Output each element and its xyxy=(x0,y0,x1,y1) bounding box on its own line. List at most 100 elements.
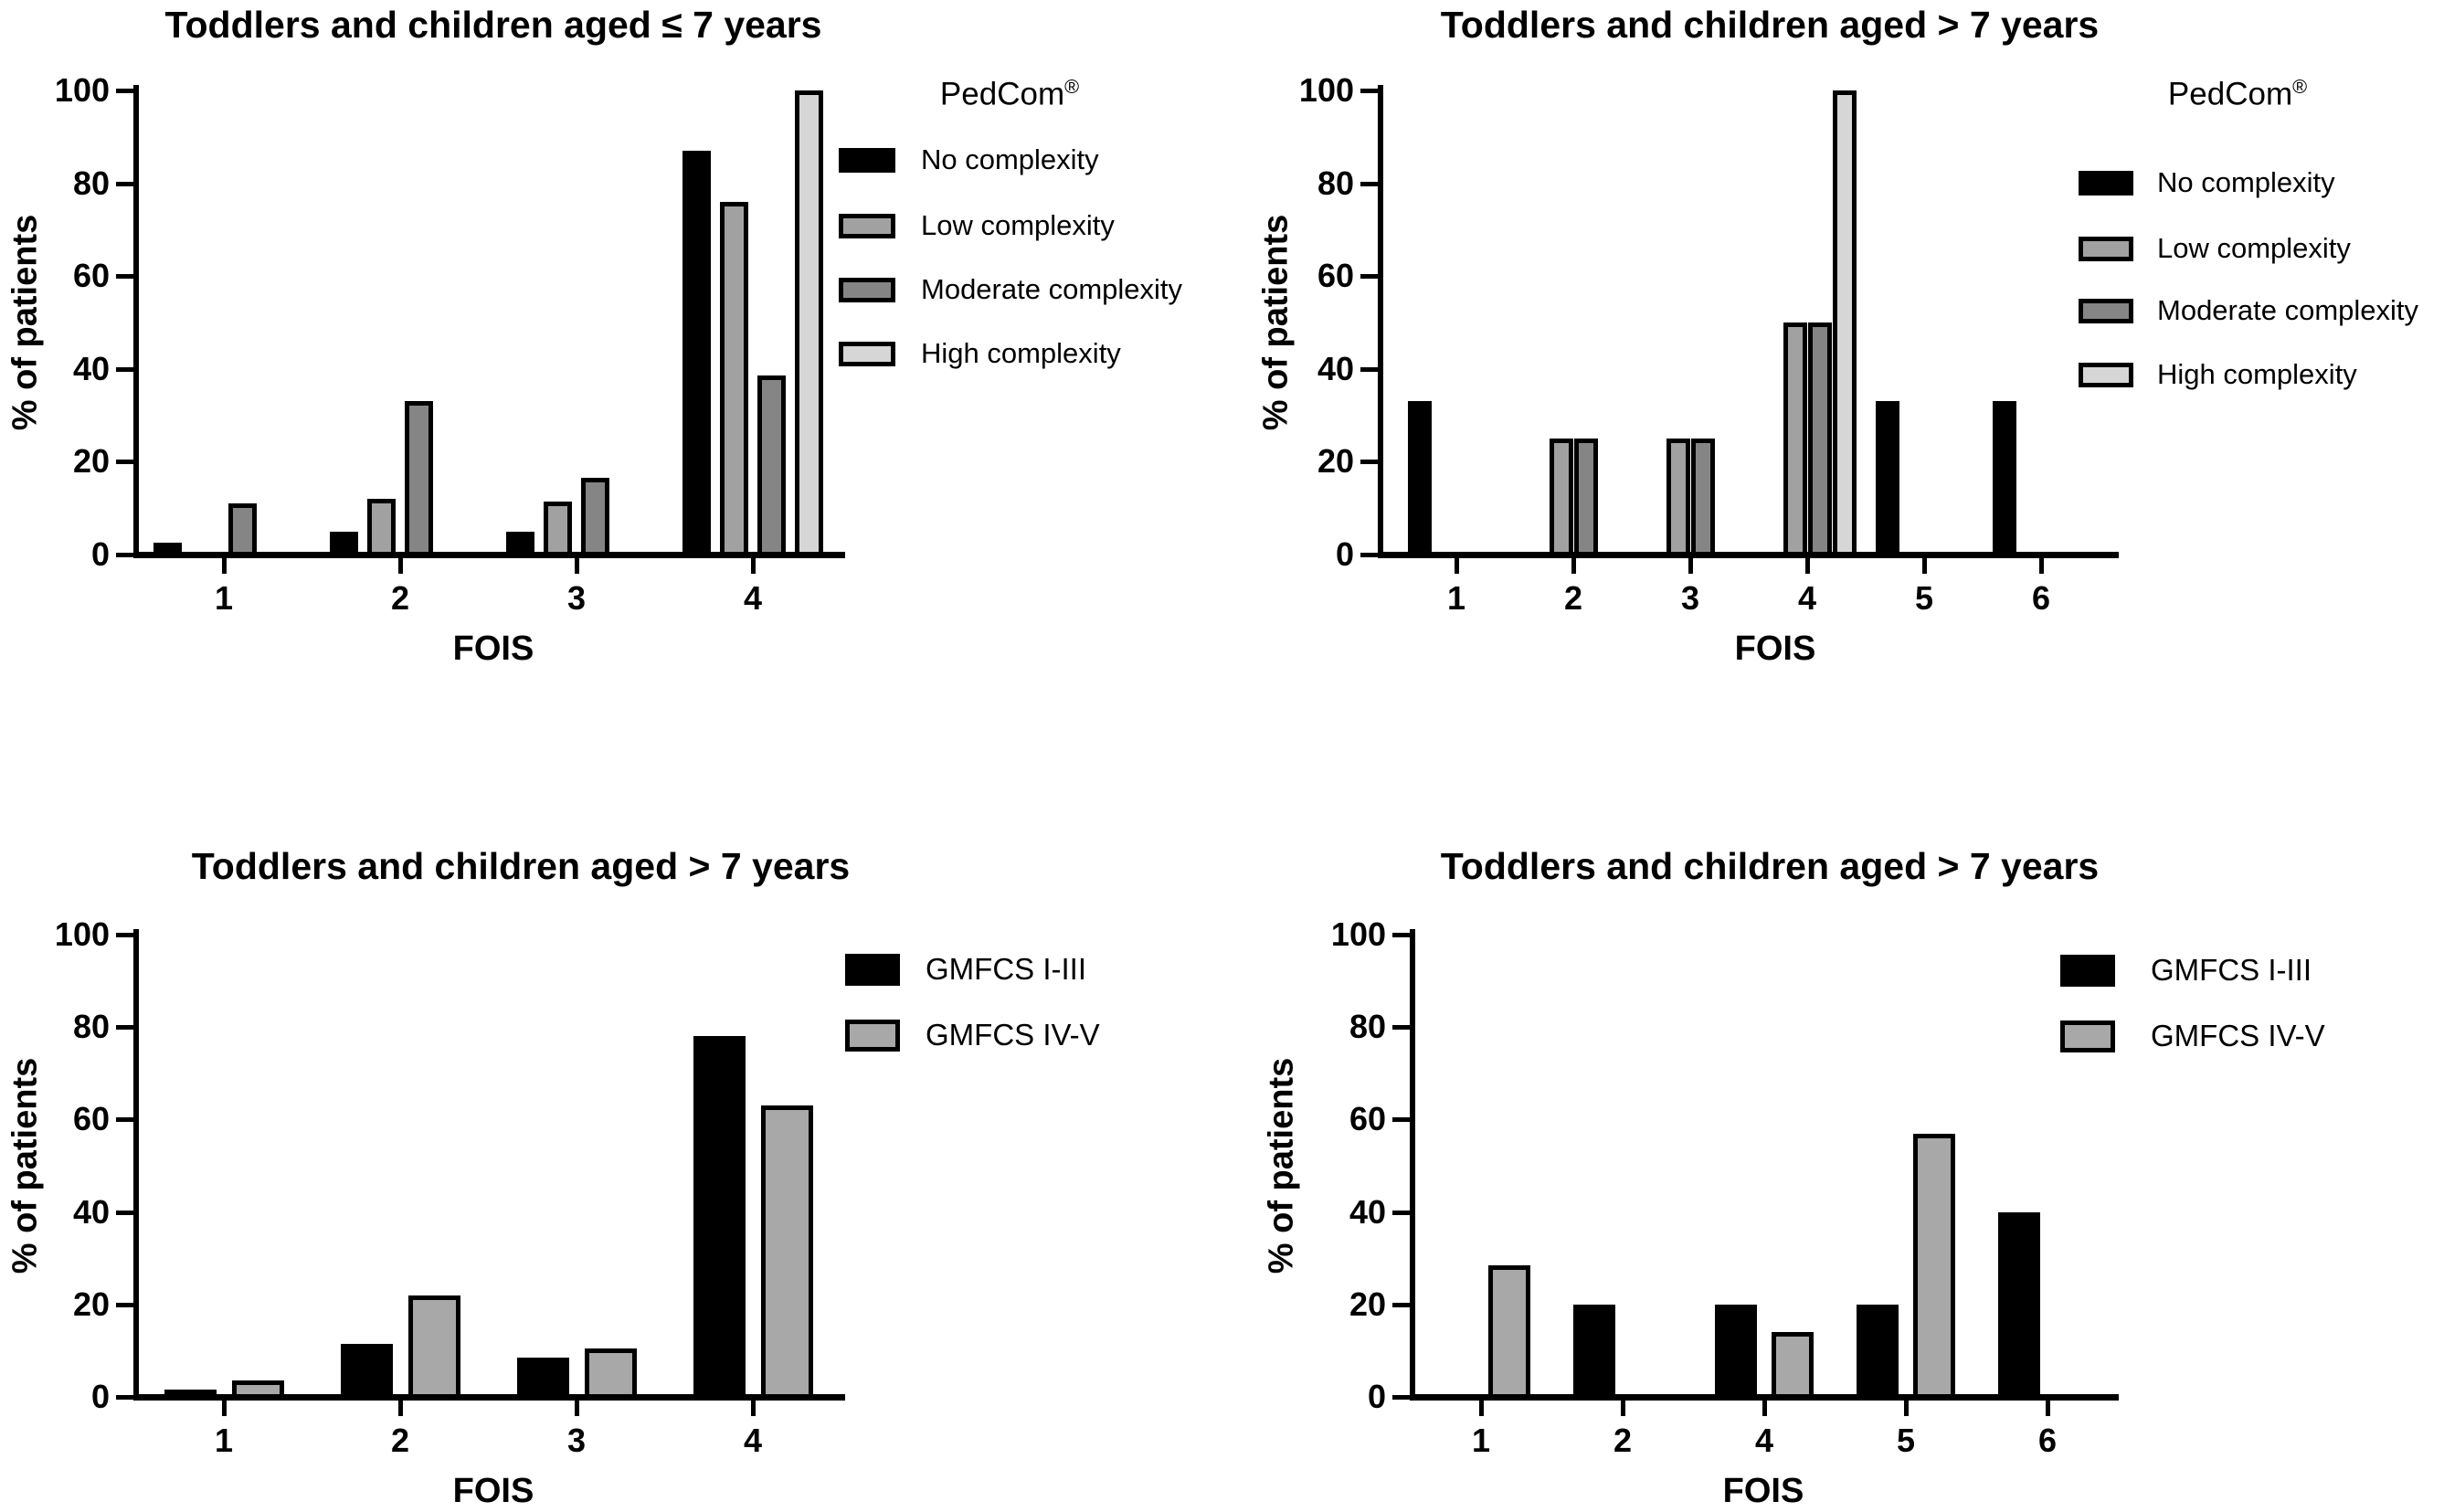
y-tick-label: 0 xyxy=(90,1378,110,1415)
y-tick-label: 0 xyxy=(1367,1378,1386,1415)
y-tick-mark xyxy=(116,182,133,186)
legend-swatch-low-complexity xyxy=(839,214,895,238)
bar-gmfcs-iv-v-fois-1 xyxy=(1488,1265,1530,1400)
legend-swatch-high-complexity xyxy=(839,342,895,366)
x-tick-label: 2 xyxy=(390,579,410,617)
y-tick-mark xyxy=(116,1025,133,1030)
bar-low-complexity-fois-4 xyxy=(1783,322,1807,557)
y-tick-mark xyxy=(116,1211,133,1215)
bar-gmfcs-iv-v-fois-5 xyxy=(1913,1134,1955,1400)
y-tick-mark xyxy=(1392,1303,1410,1307)
x-tick-mark xyxy=(1479,1401,1484,1416)
x-tick-label: 4 xyxy=(743,1422,763,1459)
x-tick-mark xyxy=(398,1401,403,1416)
x-axis-title: FOIS xyxy=(1734,629,1816,668)
y-tick-label: 40 xyxy=(72,1193,110,1231)
y-tick-label: 80 xyxy=(1317,164,1354,202)
legend-swatch-no-complexity xyxy=(2079,171,2133,196)
y-tick-label: 60 xyxy=(1349,1100,1386,1137)
y-tick-label: 80 xyxy=(72,1008,110,1045)
y-axis-title: % of patients xyxy=(5,1057,45,1274)
y-tick-mark xyxy=(1360,89,1378,93)
legend-label-moderate-complexity: Moderate complexity xyxy=(921,273,1183,305)
x-tick-label: 3 xyxy=(1680,579,1700,617)
legend-label-low-complexity: Low complexity xyxy=(921,209,1115,241)
bar-no-complexity-fois-6 xyxy=(1993,401,2016,557)
legend-swatch-gmfcs-iv-v xyxy=(845,1020,900,1052)
x-tick-label: 1 xyxy=(1446,579,1466,617)
y-tick-mark xyxy=(1392,1117,1410,1122)
x-tick-label: 6 xyxy=(2031,579,2051,617)
legend-swatch-high-complexity xyxy=(2079,363,2133,387)
y-tick-label: 60 xyxy=(72,257,110,294)
y-tick-mark xyxy=(116,1303,133,1307)
y-tick-label: 80 xyxy=(1349,1008,1386,1045)
x-tick-label: 4 xyxy=(1797,579,1817,617)
x-tick-label: 4 xyxy=(743,579,763,617)
x-tick-label: 5 xyxy=(1896,1422,1916,1459)
y-tick-mark xyxy=(116,553,133,557)
y-tick-mark xyxy=(116,1117,133,1122)
legend-title-text: PedCom xyxy=(2167,76,2293,112)
x-tick-label: 2 xyxy=(1613,1422,1633,1459)
legend-label-high-complexity: High complexity xyxy=(921,337,1121,369)
x-axis-title: FOIS xyxy=(452,629,534,668)
y-tick-mark xyxy=(1392,1211,1410,1215)
x-tick-mark xyxy=(1621,1401,1625,1416)
y-tick-mark xyxy=(1360,367,1378,372)
legend-label-no-complexity: No complexity xyxy=(2157,166,2335,198)
legend-label-gmfcs-iv-v: GMFCS IV-V xyxy=(926,1018,1100,1052)
chart-title: Toddlers and children aged ≤ 7 years xyxy=(164,4,822,46)
y-tick-label: 20 xyxy=(1317,442,1354,480)
x-axis-line xyxy=(1378,552,2119,558)
bar-no-complexity-fois-4 xyxy=(682,151,711,557)
bar-low-complexity-fois-2 xyxy=(367,499,396,557)
registered-trademark-icon: ® xyxy=(1064,75,1080,98)
x-tick-label: 2 xyxy=(1563,579,1583,617)
legend-swatch-gmfcs-i-iii xyxy=(2060,955,2115,987)
y-axis-line xyxy=(133,929,139,1401)
legend-swatch-low-complexity xyxy=(2079,237,2133,261)
x-tick-label: 3 xyxy=(566,1422,587,1459)
y-tick-mark xyxy=(1392,1025,1410,1030)
y-axis-line xyxy=(1378,85,1383,558)
legend-label-gmfcs-i-iii: GMFCS I-III xyxy=(2151,953,2312,987)
x-axis-line xyxy=(133,1394,845,1401)
x-tick-mark xyxy=(222,558,227,574)
y-tick-label: 20 xyxy=(72,442,110,480)
x-tick-label: 1 xyxy=(214,579,234,617)
chart-panel-top-left: Toddlers and children aged ≤ 7 years % of… xyxy=(0,0,1222,756)
x-tick-label: 1 xyxy=(214,1422,234,1459)
bar-gmfcs-iv-v-fois-3 xyxy=(585,1348,637,1400)
x-tick-label: 2 xyxy=(390,1422,410,1459)
y-tick-mark xyxy=(1360,553,1378,557)
y-tick-mark xyxy=(1360,274,1378,279)
bar-moderate-complexity-fois-4 xyxy=(757,375,786,557)
y-tick-label: 40 xyxy=(1317,350,1354,387)
chart-panel-top-right: Toddlers and children aged > 7 years % of… xyxy=(1222,0,2444,756)
x-tick-mark xyxy=(222,1401,227,1416)
bar-moderate-complexity-fois-2 xyxy=(1574,439,1598,557)
x-tick-mark xyxy=(1904,1401,1909,1416)
bar-high-complexity-fois-4 xyxy=(1833,90,1857,557)
legend-label-low-complexity: Low complexity xyxy=(2157,232,2351,264)
x-axis-line xyxy=(1410,1394,2119,1401)
y-tick-mark xyxy=(1360,460,1378,464)
bar-moderate-complexity-fois-1 xyxy=(228,503,257,557)
legend-swatch-moderate-complexity xyxy=(839,278,895,302)
bar-gmfcs-i-iii-fois-5 xyxy=(1857,1305,1899,1400)
legend-title: PedCom® xyxy=(2168,75,2307,113)
bar-gmfcs-iv-v-fois-4 xyxy=(1772,1332,1814,1400)
bar-gmfcs-i-iii-fois-2 xyxy=(1573,1305,1615,1400)
bar-moderate-complexity-fois-3 xyxy=(581,478,609,557)
x-tick-mark xyxy=(2039,558,2044,574)
chart-title: Toddlers and children aged > 7 years xyxy=(1440,4,2100,46)
bar-high-complexity-fois-4 xyxy=(795,90,823,557)
x-tick-mark xyxy=(2046,1401,2050,1416)
x-tick-mark xyxy=(398,558,403,574)
y-axis-title: % of patients xyxy=(1262,1057,1301,1274)
legend-swatch-no-complexity xyxy=(839,148,895,173)
x-tick-label: 5 xyxy=(1914,579,1934,617)
y-tick-mark xyxy=(116,89,133,93)
